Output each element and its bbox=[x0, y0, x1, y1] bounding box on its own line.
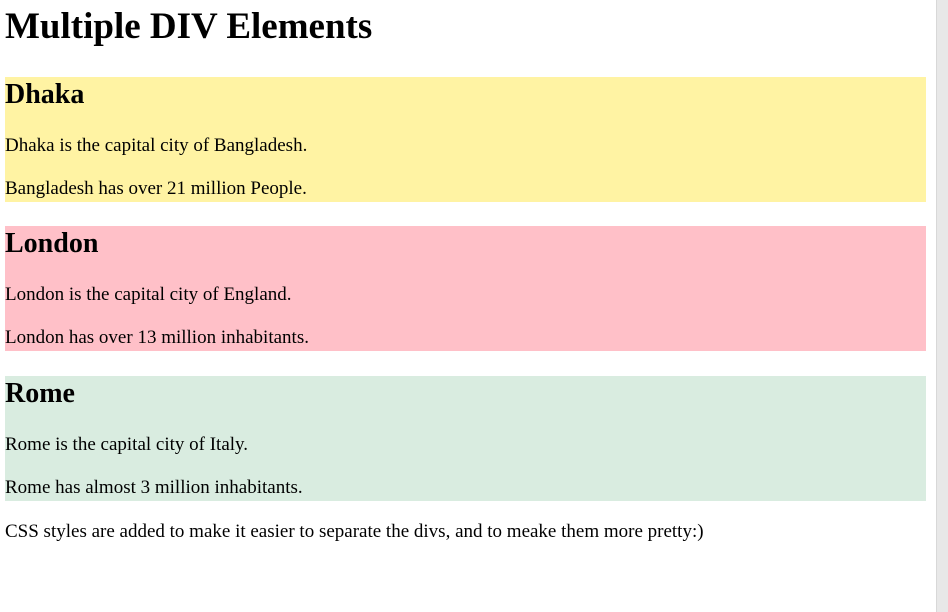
city-description: London is the capital city of England. bbox=[5, 284, 292, 305]
city-population: Rome has almost 3 million inhabitants. bbox=[5, 477, 303, 498]
city-div-rome: Rome Rome is the capital city of Italy. … bbox=[5, 376, 926, 501]
city-heading: London bbox=[5, 228, 99, 259]
footer-note: CSS styles are added to make it easier t… bbox=[5, 521, 704, 542]
city-div-dhaka: Dhaka Dhaka is the capital city of Bangl… bbox=[5, 77, 926, 202]
city-population: Bangladesh has over 21 million People. bbox=[5, 178, 307, 199]
vertical-scrollbar[interactable] bbox=[936, 0, 948, 612]
city-heading: Dhaka bbox=[5, 79, 85, 110]
page-title: Multiple DIV Elements bbox=[5, 6, 373, 47]
city-description: Dhaka is the capital city of Bangladesh. bbox=[5, 135, 308, 156]
city-population: London has over 13 million inhabitants. bbox=[5, 327, 309, 348]
city-div-london: London London is the capital city of Eng… bbox=[5, 226, 926, 351]
city-description: Rome is the capital city of Italy. bbox=[5, 434, 249, 455]
city-heading: Rome bbox=[5, 378, 75, 409]
